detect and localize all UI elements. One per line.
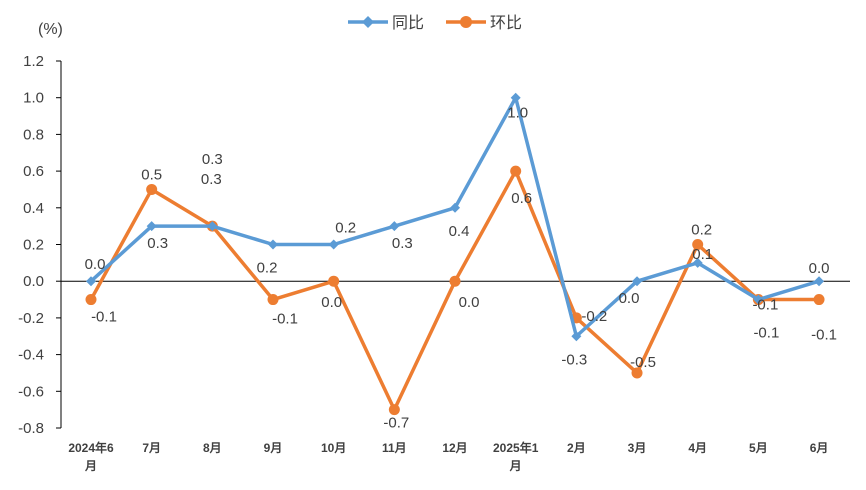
- data-label: 0.0: [321, 294, 342, 311]
- data-point-diamond: [146, 221, 157, 232]
- y-tick-label: 1.0: [23, 90, 44, 107]
- data-point-circle: [388, 404, 400, 416]
- data-point-diamond: [450, 202, 461, 213]
- data-label: 0.2: [691, 222, 712, 239]
- data-label: 1.0: [507, 105, 528, 122]
- legend-label: 环比: [490, 14, 522, 32]
- data-label: 0.3: [392, 235, 413, 252]
- y-tick-label: -0.8: [18, 420, 44, 437]
- x-tick-label: 5月: [749, 441, 768, 455]
- legend-diamond-marker: [362, 16, 374, 28]
- y-tick-label: 0.4: [23, 200, 44, 217]
- data-labels: 0.0 0.3 0.3 0.2 0.2 0.3 0.4 1.0 -0.3 0.0 0.1 -0.1 0.…: [85, 105, 837, 432]
- data-point-circle: [631, 367, 643, 379]
- data-label: 0.0: [85, 256, 106, 273]
- data-label: 0.1: [692, 246, 713, 263]
- data-label: 0.0: [809, 260, 830, 277]
- data-label: -0.1: [91, 309, 117, 326]
- data-label: -0.1: [753, 325, 779, 342]
- x-tick-label: 2025年1 月: [493, 440, 539, 473]
- data-label: -0.1: [811, 327, 837, 344]
- data-point-circle: [146, 183, 158, 195]
- data-label: -0.1: [752, 297, 778, 314]
- data-point-circle: [328, 275, 340, 287]
- data-label: 0.6: [511, 190, 532, 207]
- axes: 1.2 1.0 0.8 0.6 0.4 0.2 0.0 -0.2 -0.4 -0.6 -0.8 202…: [18, 53, 850, 473]
- x-tick-label: 8月: [203, 441, 222, 455]
- x-tick-label: 3月: [628, 441, 647, 455]
- x-tick-label: 2024年6 月: [68, 440, 114, 473]
- data-label: 0.3: [201, 171, 222, 188]
- data-label: 0.2: [257, 260, 278, 277]
- data-point-circle: [449, 275, 461, 287]
- x-tick-label: 12月: [442, 441, 467, 455]
- y-tick-label: 1.2: [23, 53, 44, 70]
- data-point-circle: [85, 294, 97, 306]
- data-point-diamond: [510, 92, 521, 103]
- x-tick-label: 6月: [810, 441, 829, 455]
- data-point-diamond: [328, 239, 339, 250]
- data-label: -0.1: [272, 311, 298, 328]
- x-tick-label: 2月: [567, 441, 586, 455]
- data-label: -0.5: [630, 354, 656, 371]
- legend-label: 同比: [392, 14, 424, 32]
- y-axis-unit-label: (%): [38, 21, 63, 38]
- y-tick-label: 0.6: [23, 163, 44, 180]
- data-label: 0.4: [449, 223, 470, 240]
- data-point-circle: [813, 294, 825, 306]
- data-point-diamond: [268, 239, 279, 250]
- data-point-diamond: [207, 221, 218, 232]
- data-point-diamond: [814, 276, 825, 287]
- data-point-circle: [692, 239, 704, 250]
- data-label: 0.2: [335, 220, 356, 237]
- data-label: -0.2: [581, 308, 607, 325]
- legend: 同比 环比: [348, 14, 522, 32]
- data-label: 0.3: [202, 151, 223, 168]
- data-point-diamond: [753, 294, 764, 305]
- data-label: -0.3: [561, 351, 587, 368]
- series-group: [85, 92, 825, 416]
- x-tick-label: 4月: [688, 441, 707, 455]
- data-point-diamond: [571, 331, 582, 342]
- legend-circle-marker: [460, 16, 472, 28]
- data-point-circle: [267, 294, 279, 306]
- y-tick-label: -0.4: [18, 347, 44, 364]
- y-tick-label: 0.0: [23, 273, 44, 290]
- x-tick-label: 11月: [382, 441, 407, 455]
- data-label: 0.3: [147, 235, 168, 252]
- y-tick-label: 0.2: [23, 237, 44, 254]
- data-point-diamond: [389, 221, 400, 232]
- y-tick-label: 0.8: [23, 126, 44, 143]
- data-label: 0.0: [459, 294, 480, 311]
- data-label: 0.0: [619, 290, 640, 307]
- y-tick-label: -0.2: [18, 310, 44, 327]
- data-label: -0.7: [383, 415, 409, 432]
- x-tick-label: 7月: [142, 441, 161, 455]
- data-label: 0.5: [141, 166, 162, 183]
- x-tick-label: 10月: [321, 441, 346, 455]
- x-tick-label: 9月: [264, 441, 283, 455]
- data-point-diamond: [86, 276, 96, 287]
- data-point-diamond: [632, 276, 643, 287]
- data-point-circle: [510, 165, 522, 177]
- data-point-diamond: [692, 257, 703, 268]
- y-tick-label: -0.6: [18, 383, 44, 400]
